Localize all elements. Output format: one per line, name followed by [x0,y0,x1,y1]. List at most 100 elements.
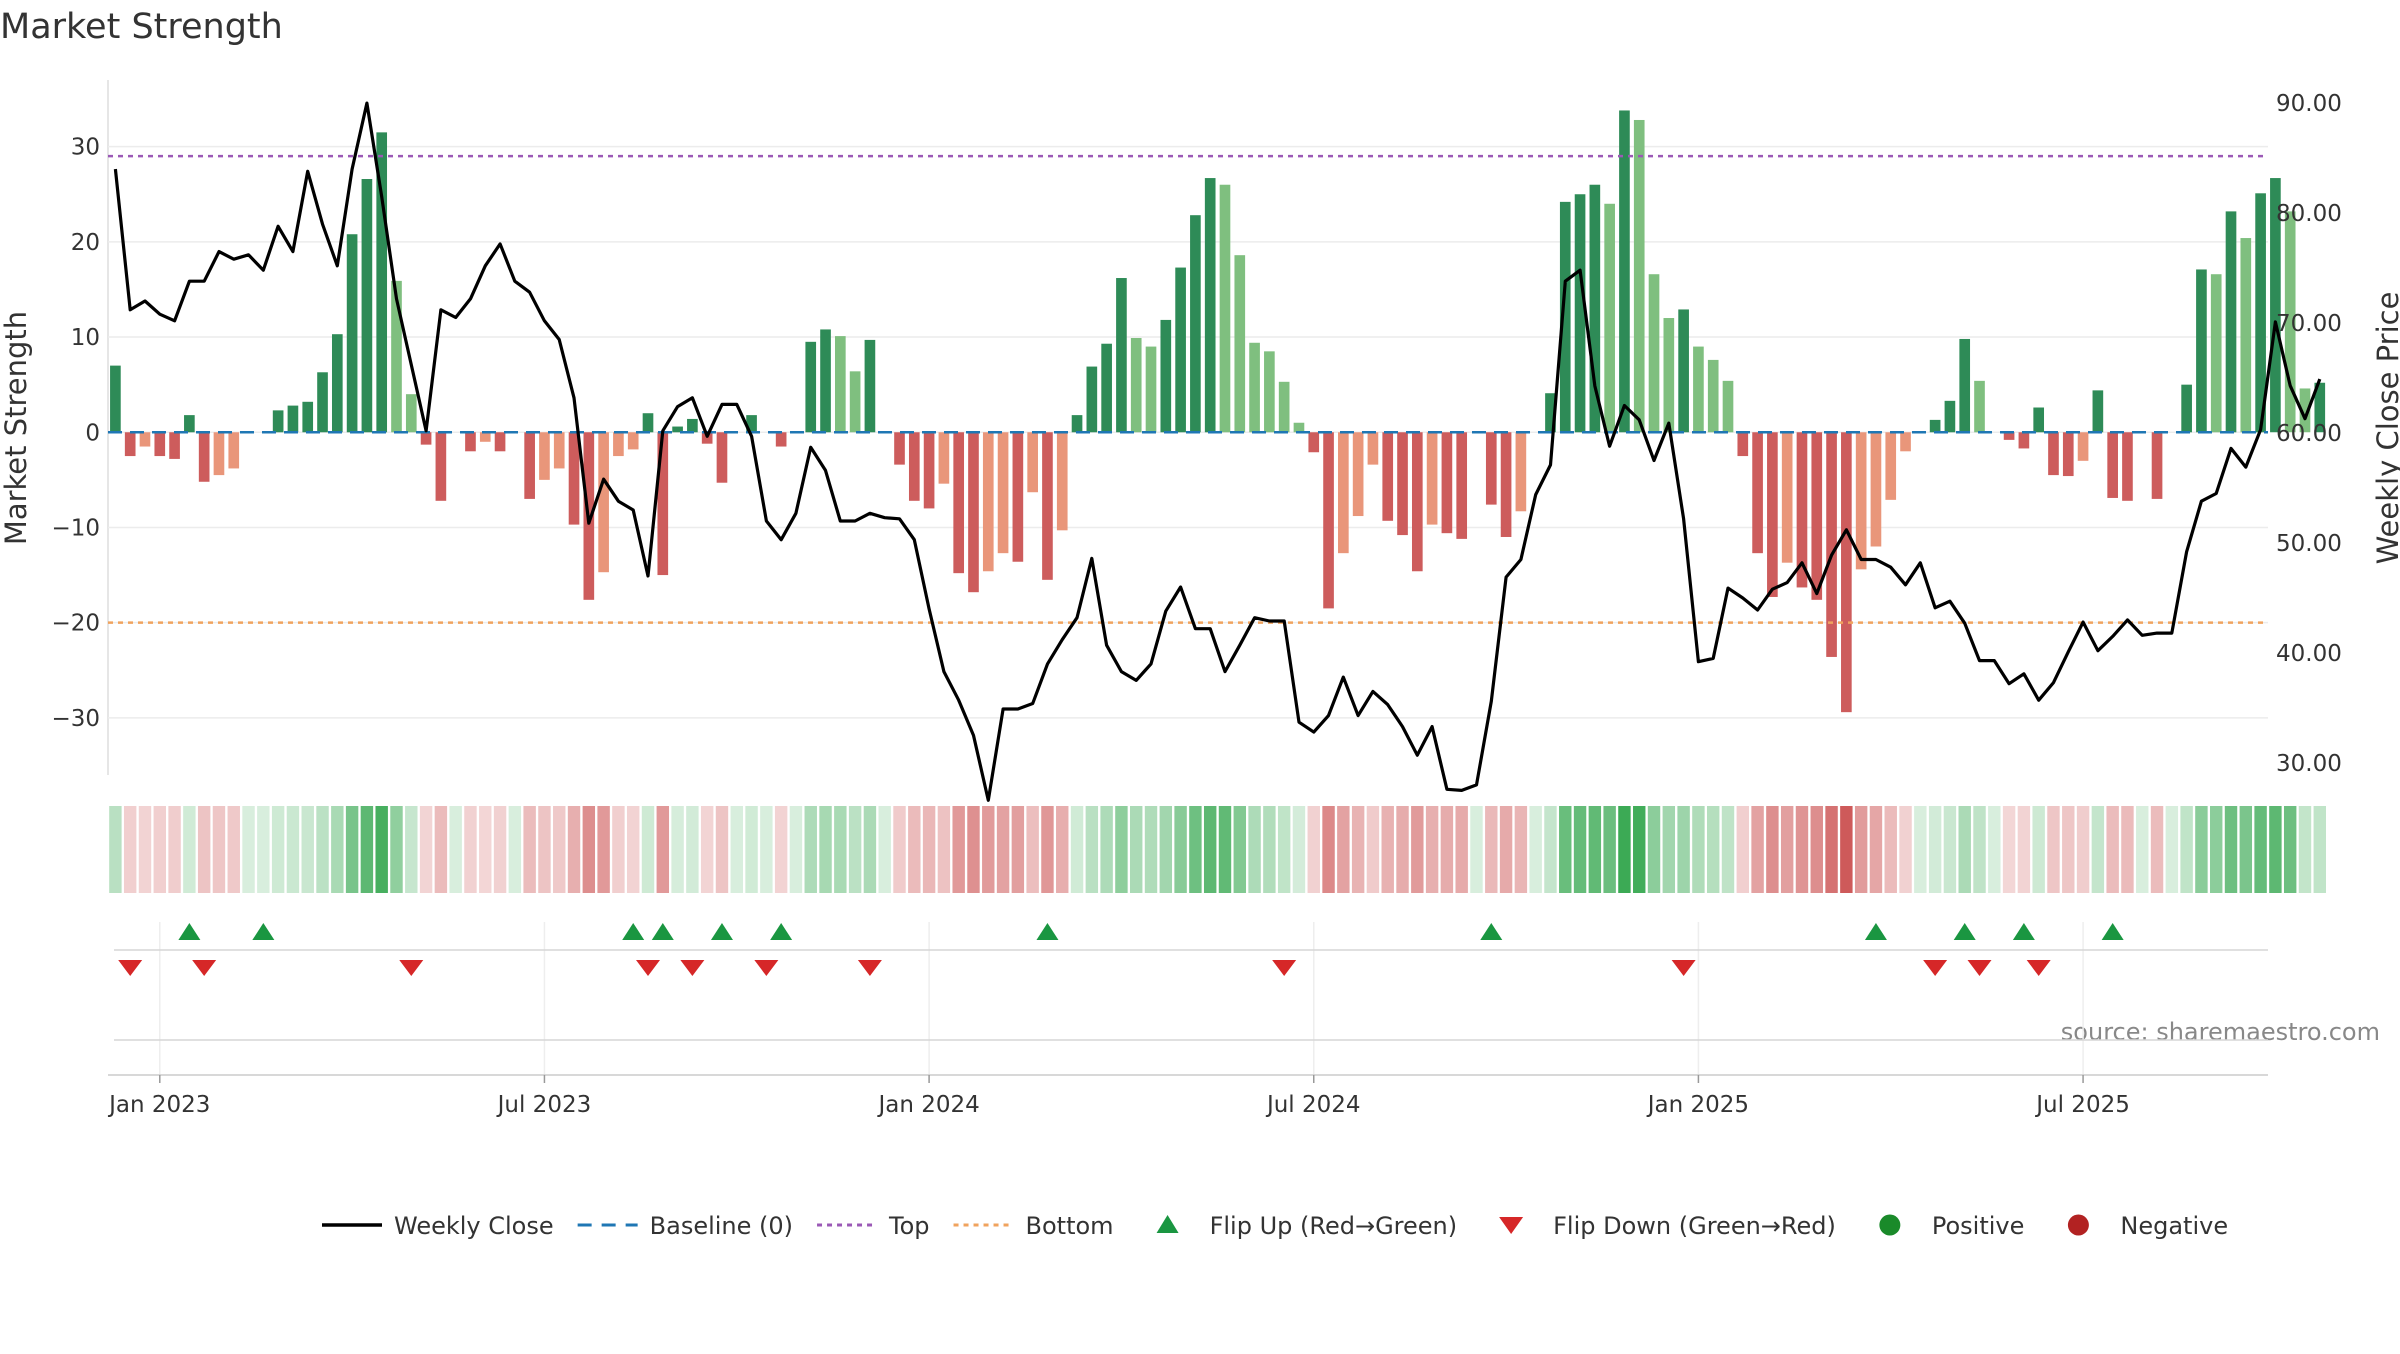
flip-down-marker [1967,960,1992,976]
strength-bar [1826,432,1837,657]
strength-bar [1500,432,1512,537]
strength-band-cell [2106,806,2119,893]
strength-bar [1663,318,1675,433]
strength-bar [1959,338,1971,433]
strength-bar [198,432,210,482]
strength-band-cell [212,806,226,893]
strength-bar [539,432,550,480]
strength-band-cell [257,806,270,893]
strength-band-cell [523,806,536,893]
strength-band-cell [1825,806,1838,893]
grid-layer [107,80,2268,1075]
strength-bar [997,432,1009,554]
right-tick-label: 30.00 [2276,751,2342,777]
legend-item-positive: Positive [1879,1212,2024,1240]
legend-swatch-flip-up [1156,1215,1179,1233]
strength-bar [864,339,876,433]
strength-bar [613,432,624,457]
strength-bar [672,426,683,433]
strength-band-cell [1588,806,1602,893]
flip-up-marker [651,923,674,940]
strength-bar [1619,110,1630,433]
strength-bar [1397,432,1408,536]
strength-band-cell [242,806,255,893]
strength-bar [568,432,580,525]
strength-band-cell [582,806,596,893]
strength-band-cell [1988,806,2001,893]
strength-bar [1841,432,1852,713]
flip-down-marker [192,960,217,976]
strength-bar [1648,274,1660,433]
strength-band-cell [2224,806,2238,893]
strength-band-cell [1351,806,1365,893]
right-tick-label: 40.00 [2276,641,2342,667]
strength-bar [302,401,314,433]
strength-bar [1515,432,1527,512]
strength-band-cell [405,806,418,893]
strength-band-cell [967,806,980,893]
strength-bar [2284,211,2296,433]
strength-band-cell [2076,806,2090,893]
strength-bar [361,179,373,433]
strength-band-cell [715,806,729,893]
strength-bar [1352,432,1364,517]
strength-band-cell [1810,806,1823,893]
strength-bar [1338,432,1349,554]
strength-bar [2225,211,2237,433]
strength-bar [1604,203,1615,433]
strength-band-cell [1425,806,1439,893]
strength-band-cell [479,806,492,893]
strength-bar [598,432,609,573]
flip-down-marker [680,960,705,976]
strength-band-cell [508,806,522,893]
strength-bar [346,234,358,433]
strength-bar [1574,194,1586,433]
strength-bar [1693,346,1704,433]
strength-bar [1219,184,1231,433]
flip-up-marker [2012,923,2035,940]
strength-band-cell [1780,806,1794,893]
strength-bar [1707,359,1719,433]
strength-band-cell [1381,806,1394,893]
strength-band-cell [656,806,670,893]
left-tick-label: 0 [85,420,100,446]
strength-bar [405,394,417,433]
strength-band-cell [1958,806,1971,893]
strength-band-cell [671,806,684,893]
strength-band-cell [1100,806,1113,893]
strength-band-cell [2136,806,2149,893]
legend-swatch-flip-down [1499,1217,1524,1234]
strength-band-cell [2313,806,2326,893]
strength-band-cell [1307,806,1320,893]
strength-bar [2196,269,2207,433]
strength-band-cell [1928,806,1942,893]
strength-band-cell [2150,806,2164,893]
right-axis-title: Weekly Close Price [2371,292,2400,565]
strength-bar [642,413,654,433]
source-label: source: sharemaestro.com [2061,1018,2380,1046]
left-tick-label: 30 [71,135,100,161]
strength-band-cell [804,806,817,893]
flip-down-marker [399,960,424,976]
right-tick-label: 60.00 [2276,421,2342,447]
strength-band-cell [863,806,877,893]
strength-band-cell [434,806,448,893]
strength-band-cell [1011,806,1025,893]
strength-bar [1752,432,1763,554]
strength-band-cell [375,806,388,893]
strength-heat-strip [109,806,2326,893]
strength-bar [1234,255,1246,433]
strength-bar [139,432,151,447]
strength-band-cell [1189,806,1202,893]
strength-bar [968,432,979,593]
strength-band-cell [538,806,551,893]
strength-band-cell [2298,806,2312,893]
strength-band-cell [449,806,462,893]
flip-down-marker [857,960,882,976]
strength-band-cell [1973,806,1986,893]
strength-bar [1323,432,1334,609]
strength-band-cell [2062,806,2075,893]
strength-bar [376,132,388,433]
strength-band-cell [1396,806,1409,893]
strength-band-cell [1411,806,1424,893]
